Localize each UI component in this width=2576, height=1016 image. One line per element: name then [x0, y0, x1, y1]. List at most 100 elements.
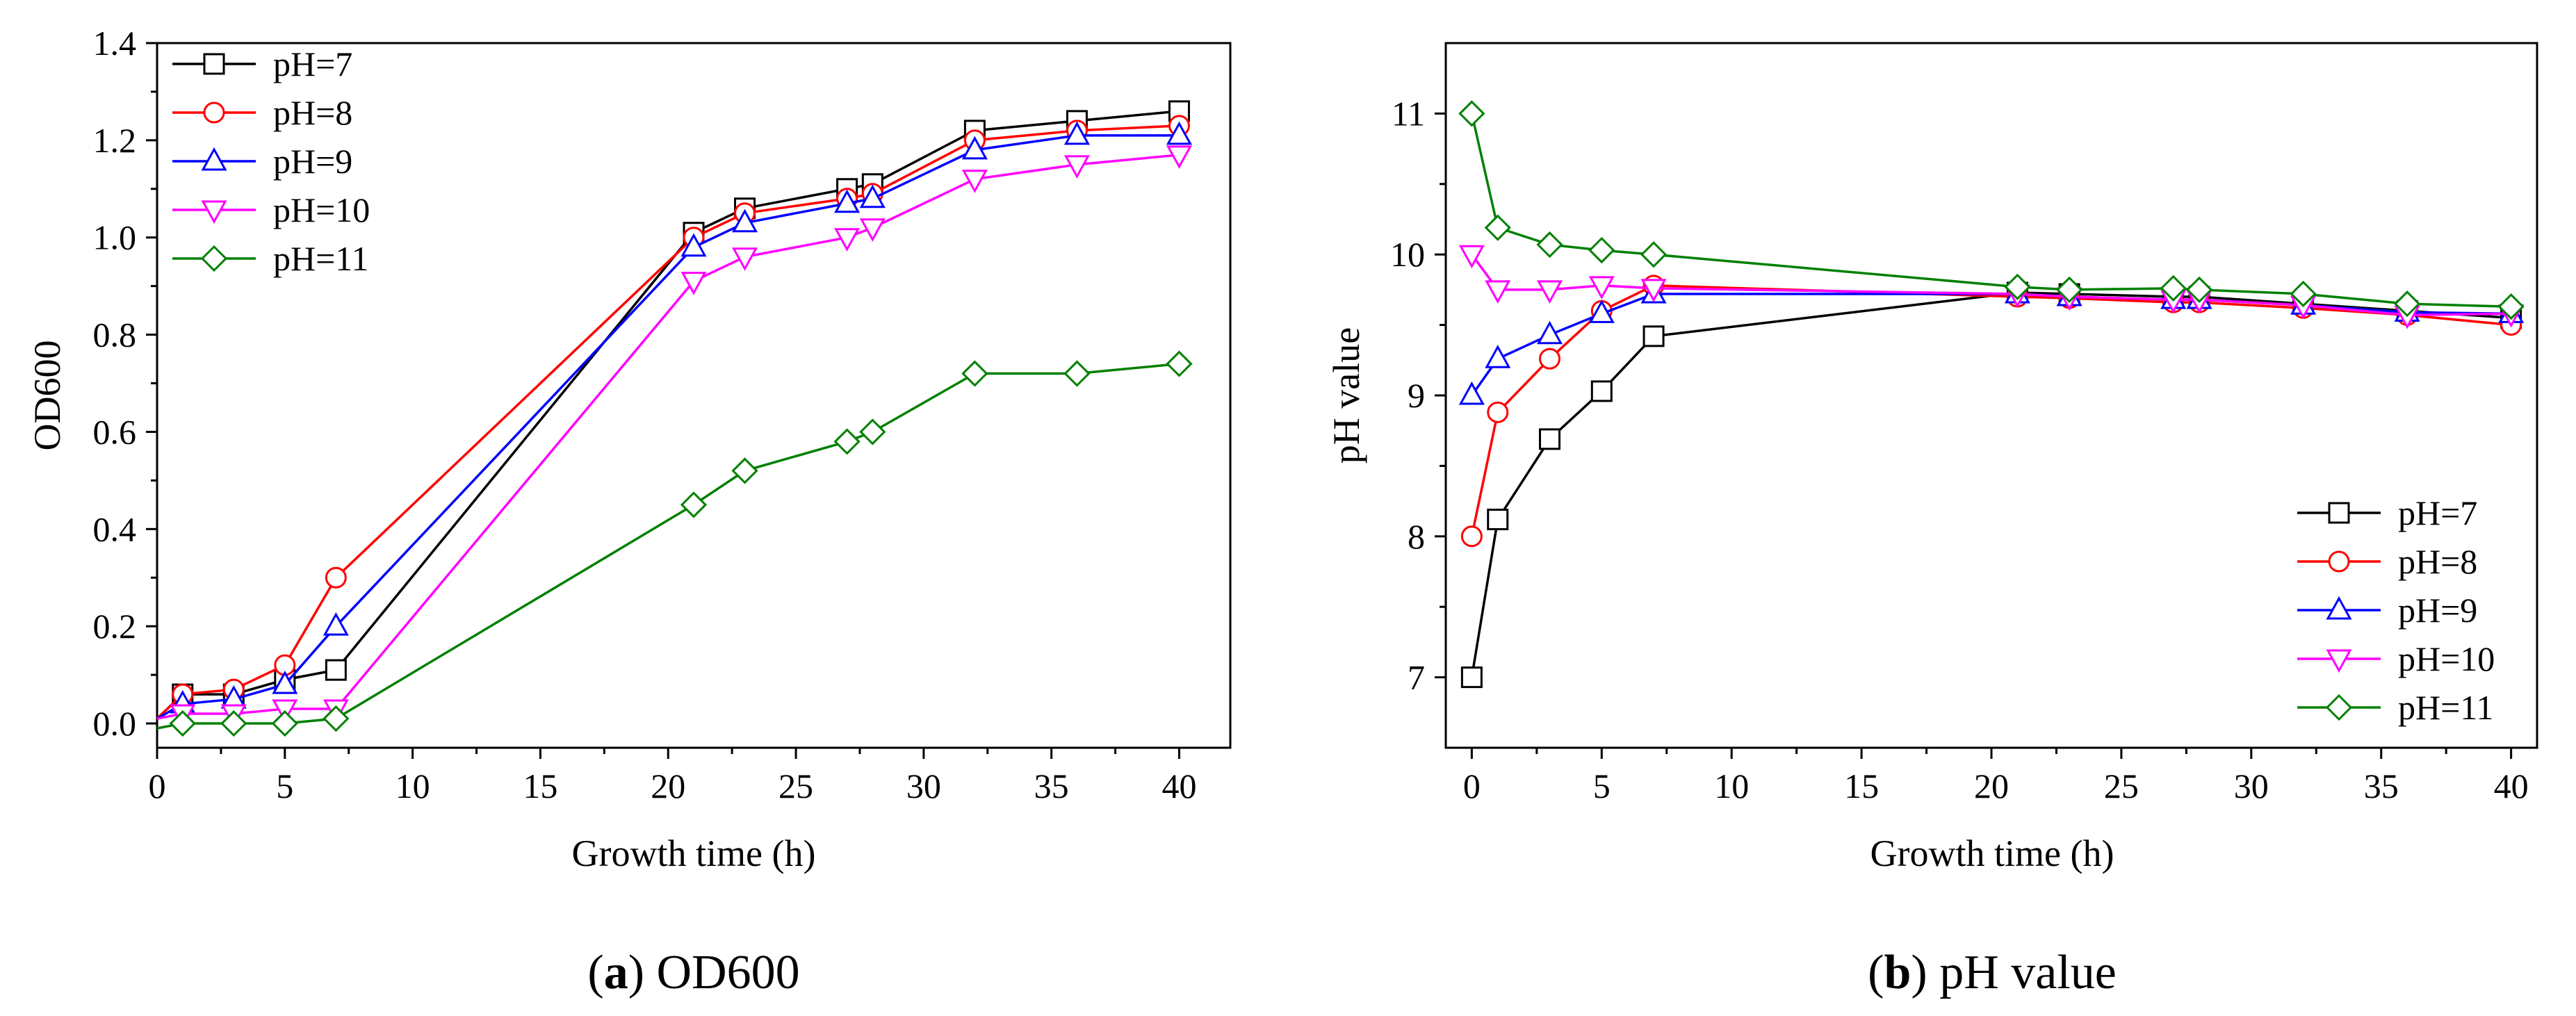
data-point-ph-9	[859, 184, 886, 208]
y-tick-label: 1.4	[93, 24, 137, 63]
data-point-ph-11	[1640, 241, 1668, 268]
data-point-ph-9	[272, 670, 298, 694]
series-ph-7	[1460, 281, 2522, 689]
data-point-ph-7	[1539, 428, 1561, 450]
series-ph-8	[1460, 275, 2522, 548]
y-tick-label: 11	[1392, 94, 1425, 133]
x-tick-label: 10	[396, 767, 430, 805]
data-point-ph-11	[271, 710, 298, 737]
series-ph-9	[156, 121, 1193, 720]
x-tick-label: 5	[276, 767, 293, 805]
series-ph-10	[156, 145, 1193, 728]
data-point-ph-11	[323, 705, 350, 732]
data-point-ph-9	[1536, 320, 1563, 345]
x-tick-label: 20	[651, 767, 685, 805]
y-tick-label: 0.4	[93, 509, 137, 548]
data-point-ph-11	[1588, 236, 1615, 264]
data-point-ph-11	[961, 360, 988, 387]
data-point-ph-11	[1458, 100, 1485, 127]
data-point-ph-9	[834, 189, 861, 213]
legend-label-ph-9: pH=9	[2398, 591, 2477, 630]
legend-item-ph-11: pH=11	[172, 239, 368, 278]
legend-item-ph-7: pH=7	[2297, 493, 2477, 532]
legend-label-ph-11: pH=11	[2398, 688, 2493, 727]
legend-marker-ph-11	[2325, 694, 2353, 721]
data-point-ph-11	[731, 457, 758, 484]
legend-marker-ph-9	[201, 147, 227, 171]
data-point-ph-9	[680, 233, 707, 257]
chart-od600: 0 5 10 15 20 25 30 35 40 0.0 0.2 0.4 0.6 0.8 1.0 1.2 1.…	[26, 24, 1232, 999]
data-point-ph-11	[169, 710, 196, 737]
legend-label-ph-11: pH=11	[273, 239, 368, 278]
legend-label-ph-7: pH=7	[273, 44, 352, 83]
data-point-ph-10	[1166, 145, 1193, 169]
series-line-ph-8	[1470, 284, 2511, 537]
series-ph-11	[156, 350, 1193, 737]
data-point-ph-11	[1536, 231, 1563, 259]
data-point-ph-11	[859, 418, 886, 445]
y-axis-od600: 0.0 0.2 0.4 0.6 0.8 1.0 1.2 1.4	[93, 24, 157, 743]
caption-text-b: pH value	[1939, 946, 2117, 999]
legend-marker-ph-10	[2326, 649, 2352, 673]
series-ph-10	[1458, 245, 2525, 329]
x-tick-label: 20	[1974, 767, 2009, 805]
data-point-ph-9	[961, 136, 988, 160]
data-point-ph-9	[731, 208, 758, 233]
caption-letter-b: b	[1884, 946, 1911, 999]
data-point-ph-11	[2185, 276, 2213, 304]
legend-marker-ph-8	[203, 101, 225, 124]
data-point-ph-9	[1485, 345, 1511, 368]
legend-label-ph-9: pH=9	[273, 142, 352, 181]
legend-item-ph-8: pH=8	[2297, 542, 2477, 581]
x-tick-label: 25	[778, 767, 813, 805]
y-tick-label: 9	[1408, 376, 1425, 415]
x-tick-label: 35	[1034, 767, 1069, 805]
data-point-ph-7	[1642, 325, 1665, 347]
x-tick-label: 30	[2234, 767, 2269, 805]
series-line-ph-10	[1470, 254, 2511, 317]
data-point-ph-10	[680, 272, 707, 295]
series-line-ph-7	[1470, 291, 2511, 678]
x-tick-label: 10	[1714, 767, 1749, 805]
legend-label-ph-8: pH=8	[273, 93, 352, 132]
legend-marker-ph-11	[200, 245, 228, 272]
x-tick-label: 15	[1844, 767, 1879, 805]
y-tick-label: 0.6	[93, 412, 137, 451]
legend-ph-value: pH=7 pH=8 pH=9 pH=10 pH=11	[2297, 493, 2495, 727]
x-axis-od600: 0 5 10 15 20 25 30 35 40	[149, 748, 1196, 805]
data-point-ph-8	[1539, 347, 1561, 370]
x-tick-label: 0	[1463, 767, 1481, 805]
data-point-ph-10	[859, 218, 886, 242]
data-point-ph-10	[1458, 245, 1485, 269]
data-point-ph-8	[325, 566, 347, 589]
data-point-ph-11	[2004, 273, 2031, 300]
data-point-ph-7	[1590, 380, 1613, 402]
data-point-ph-7	[1460, 666, 1483, 689]
y-tick-label: 0.8	[93, 316, 137, 354]
legend-marker-ph-7	[2328, 502, 2350, 524]
data-point-ph-11	[833, 428, 861, 455]
caption-od600: (a) OD600	[587, 946, 799, 999]
data-point-ph-7	[1487, 508, 1509, 530]
data-point-ph-11	[2393, 290, 2421, 318]
y-tick-label: 8	[1408, 517, 1425, 556]
data-point-ph-10	[834, 228, 861, 252]
data-point-ph-11	[2290, 280, 2317, 308]
data-point-ph-8	[1487, 401, 1509, 423]
legend-marker-ph-8	[2328, 550, 2350, 573]
legend-item-ph-9: pH=9	[172, 142, 352, 181]
x-tick-label: 25	[2104, 767, 2139, 805]
legend-item-ph-9: pH=9	[2297, 591, 2477, 630]
legend-label-ph-7: pH=7	[2398, 493, 2477, 532]
data-point-ph-10	[1640, 279, 1667, 302]
data-point-ph-9	[1588, 300, 1615, 323]
data-point-ph-11	[220, 710, 247, 737]
x-tick-label: 30	[906, 767, 941, 805]
y-axis-ph-value: 7 8 9 10 11	[1390, 94, 1446, 697]
data-point-ph-7	[325, 659, 347, 681]
data-point-ph-11	[2056, 276, 2083, 304]
legend-label-ph-8: pH=8	[2398, 542, 2477, 581]
data-point-ph-8	[1460, 525, 1483, 548]
legend-od600: pH=7 pH=8 pH=9 pH=10 pH=11	[172, 44, 370, 278]
